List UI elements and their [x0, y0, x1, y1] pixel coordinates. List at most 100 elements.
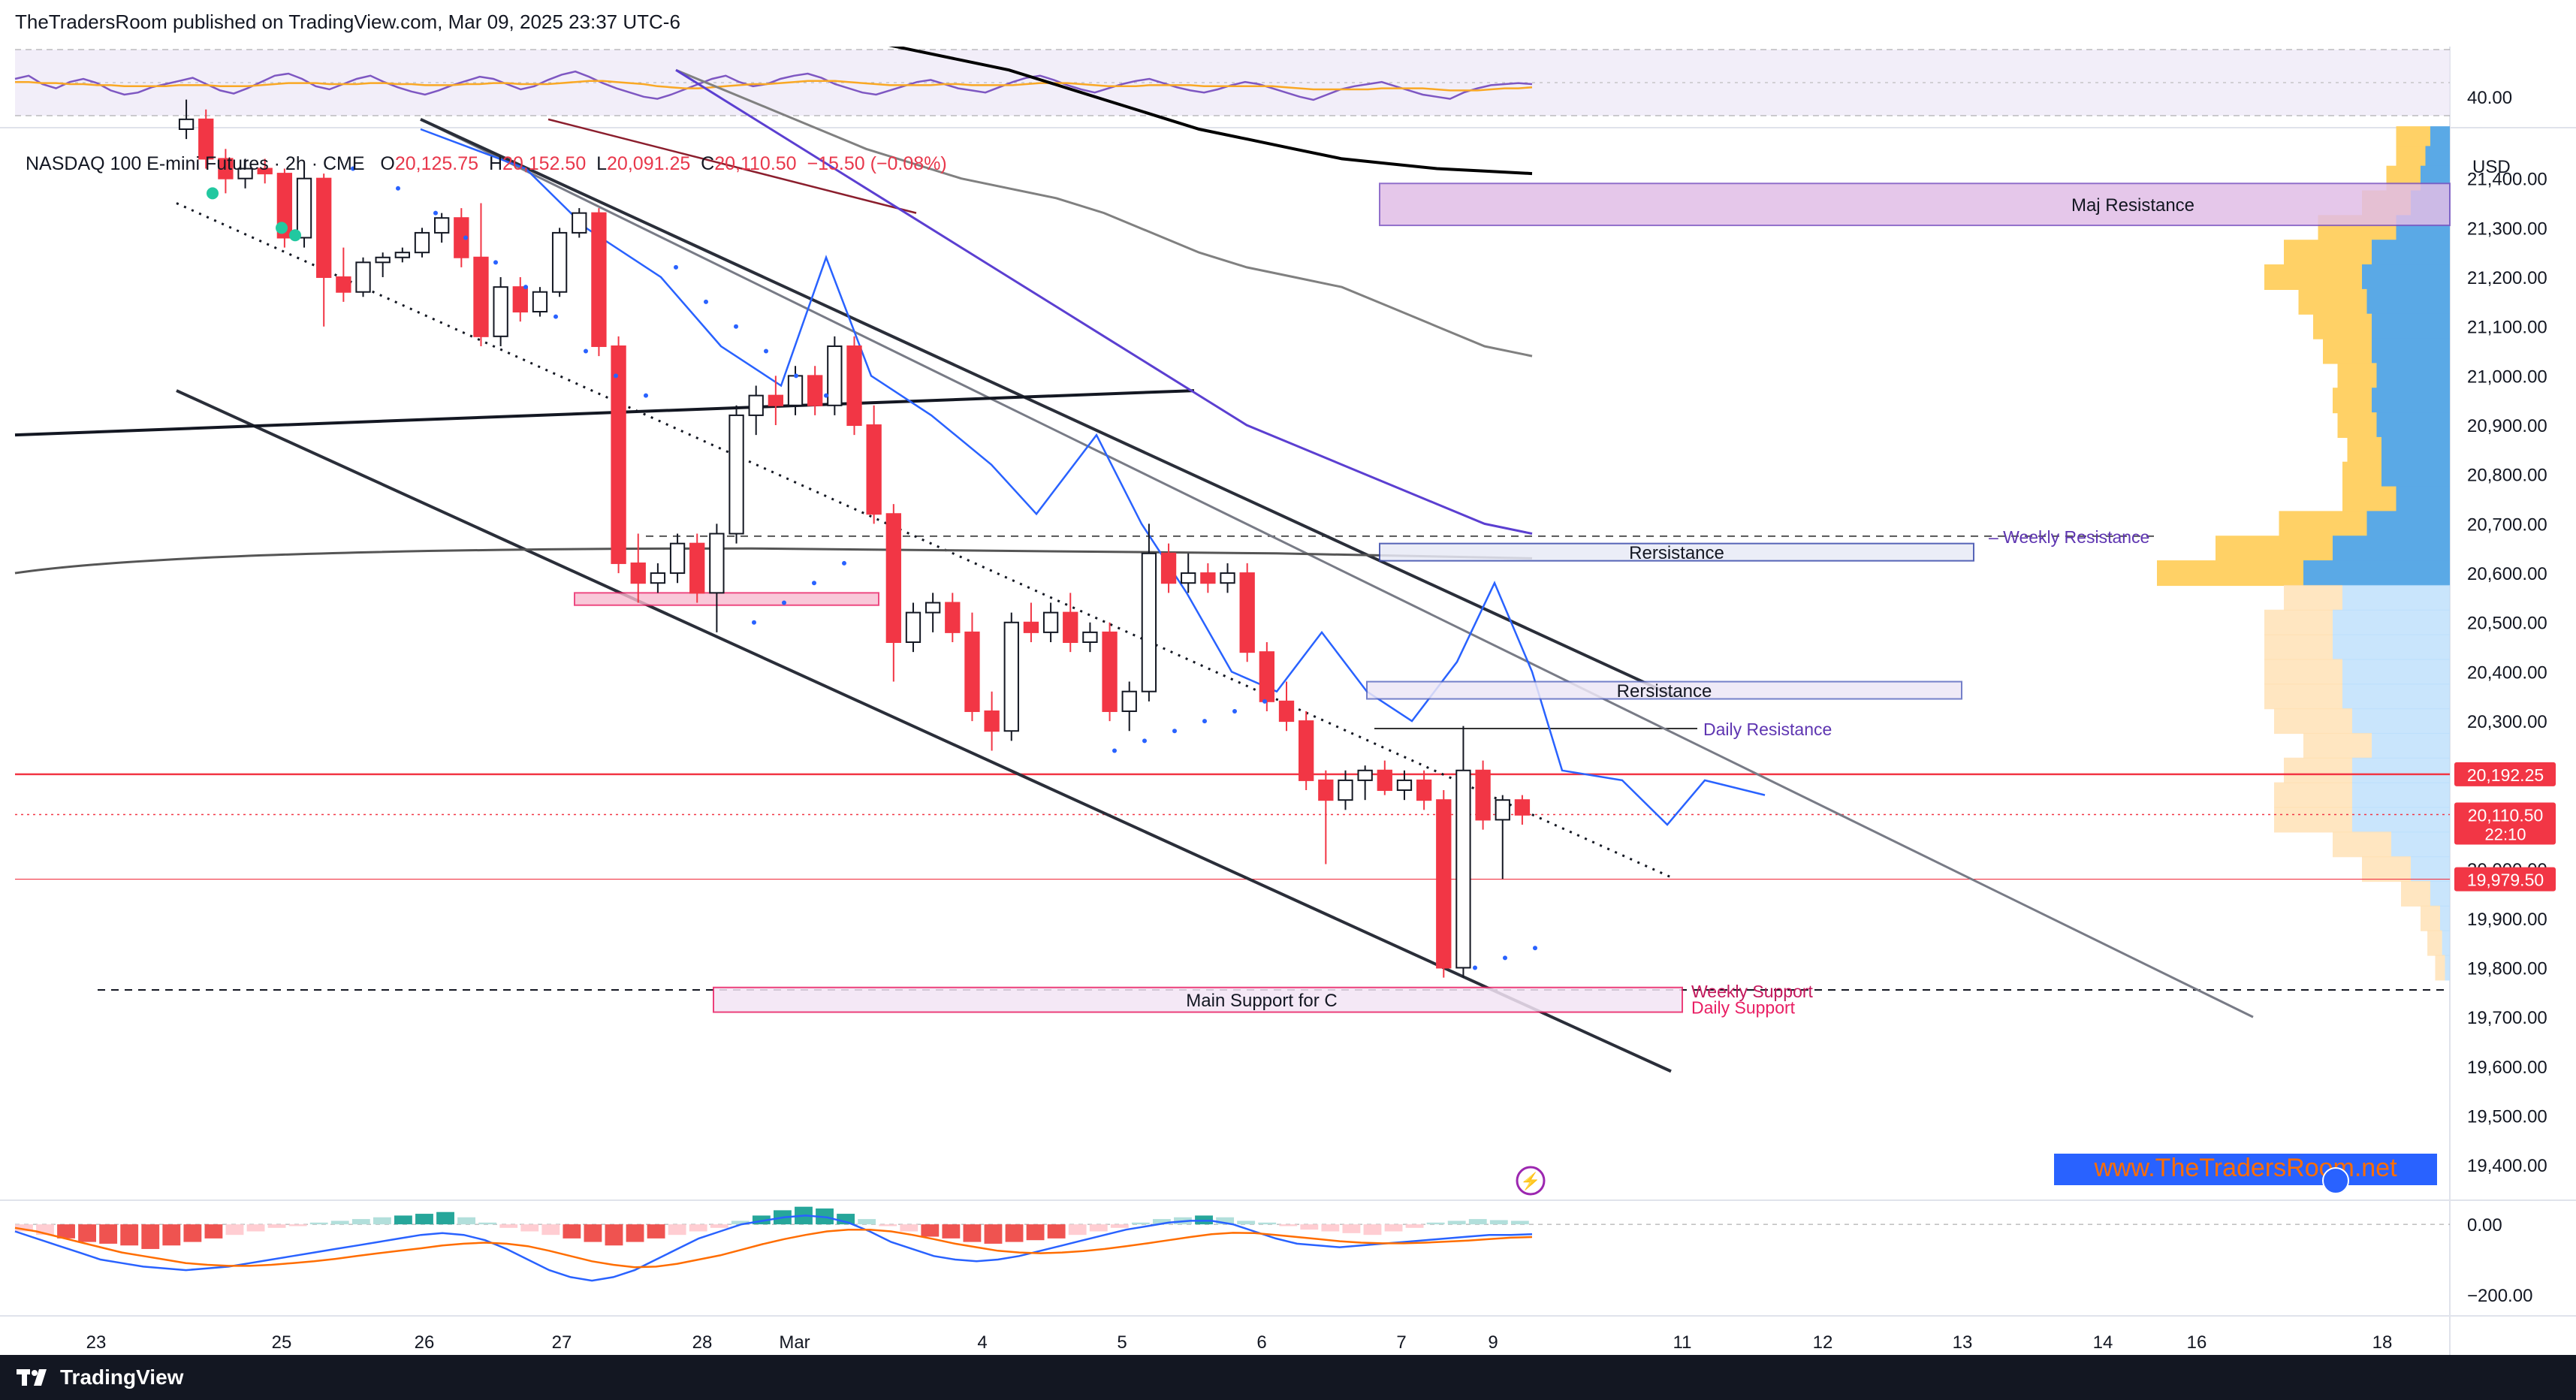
sar-dot [794, 373, 798, 379]
sar-dot [1503, 955, 1507, 961]
candle-body [316, 177, 332, 279]
sar-dot [1262, 698, 1267, 704]
volume-profile-bar [2333, 831, 2391, 858]
macd-histogram-bar [1005, 1224, 1024, 1242]
macd-histogram-bar [120, 1224, 139, 1246]
volume-profile-bar [2264, 264, 2362, 291]
moving-average-line [888, 47, 1533, 176]
volume-profile-bar [2333, 609, 2450, 635]
candle-body [807, 375, 823, 406]
candle-body [1259, 651, 1275, 702]
volume-profile-bar [2352, 708, 2450, 735]
price-tick-label: 21,400.00 [2467, 170, 2547, 190]
sar-dot [1533, 946, 1537, 951]
candle-body [1416, 779, 1432, 801]
macd-histogram-bar [541, 1224, 560, 1236]
price-badge-label: 19,979.50 [2467, 870, 2544, 890]
volume-profile-bar [2264, 634, 2333, 660]
rsi-signal-line [15, 80, 1533, 92]
volume-profile-bar [2362, 856, 2411, 883]
candle-body [630, 562, 646, 584]
volume-profile-bar [2372, 388, 2450, 414]
candle-body [551, 231, 568, 293]
time-axis-label: 7 [1396, 1332, 1406, 1353]
channel-upper-line [420, 118, 2254, 1018]
brand-name: TradingView [60, 1365, 184, 1389]
volume-profile-bar [2216, 536, 2333, 562]
macd-histogram-bar [351, 1219, 370, 1225]
time-axis-label: 14 [2093, 1332, 2113, 1353]
macd-histogram-bar [225, 1224, 244, 1236]
sar-dot [812, 581, 816, 586]
volume-profile-bar [2366, 288, 2450, 315]
volume-profile-bar [2430, 880, 2450, 907]
time-axis-label: Mar [779, 1332, 810, 1353]
macd-histogram-bar [731, 1220, 750, 1225]
macd-histogram-bar [921, 1224, 940, 1237]
candle-body [728, 414, 744, 535]
volume-profile-bar [2440, 905, 2450, 931]
legend-open-label: O [380, 153, 395, 174]
candle-body [1396, 779, 1413, 792]
volume-profile-bar [2274, 708, 2352, 735]
tradingview-logo-icon [17, 1369, 47, 1386]
time-axis-label: 25 [272, 1332, 292, 1353]
macd-histogram-bar [1384, 1224, 1403, 1232]
legend-high: 20,152.50 [502, 153, 587, 174]
volume-profile-bar [2396, 486, 2450, 512]
volume-profile-bar [2352, 782, 2450, 808]
candle-body [984, 710, 1000, 732]
volume-profile-bar [2333, 388, 2372, 414]
macd-histogram-bar [394, 1215, 412, 1225]
macd-histogram-bar [963, 1224, 982, 1242]
macd-histogram-bar [1131, 1222, 1150, 1225]
candle-body [433, 217, 450, 234]
price-badge [2454, 802, 2556, 845]
volume-profile-bar [2342, 584, 2450, 611]
volume-profile-bar [2342, 461, 2381, 487]
macd-histogram-bar [1110, 1224, 1129, 1228]
candle-body [1063, 611, 1078, 644]
candle-body [925, 602, 941, 614]
tradingview-brand[interactable]: TradingView [17, 1365, 183, 1389]
macd-histogram-bar [246, 1224, 265, 1232]
volume-profile-bar [2264, 609, 2333, 635]
sar-dot [782, 600, 786, 605]
macd-histogram-bar [942, 1224, 961, 1239]
time-axis-label: 11 [1673, 1332, 1692, 1353]
macd-histogram-bar [1426, 1222, 1445, 1225]
volume-profile-bar [2264, 659, 2342, 685]
volume-profile-bar [2401, 880, 2430, 907]
volume-profile-bar [2342, 683, 2450, 710]
time-axis-label: 12 [1813, 1332, 1833, 1353]
price-tick-label: 20,400.00 [2467, 662, 2547, 683]
main-support-zone [713, 986, 1683, 1013]
volume-profile-bar [2157, 560, 2303, 587]
candle-body [493, 286, 508, 337]
volume-profile-bar [2381, 436, 2450, 463]
candle-body [768, 394, 784, 406]
sar-dot [1172, 729, 1177, 734]
maj-resistance-zone [1379, 183, 2451, 227]
candle-body [1455, 769, 1471, 969]
price-tick-label: 19,500.00 [2467, 1106, 2547, 1127]
macd-histogram-bar [78, 1224, 97, 1242]
macd-line [14, 1214, 1533, 1282]
macd-histogram-bar [415, 1214, 433, 1225]
candle-body [336, 276, 351, 293]
candle-body [1436, 799, 1452, 969]
chart-canvas[interactable]: 40.00USD21,400.0021,300.0021,200.0021,10… [0, 47, 2576, 1355]
volume-profile-bar [2347, 436, 2381, 463]
sar-dot [351, 166, 355, 171]
volume-profile-bar [2376, 363, 2450, 389]
volume-profile-bar [2303, 560, 2450, 587]
candle-body [591, 212, 607, 347]
lightning-glyph: ⚡ [1520, 1172, 1540, 1191]
candle-body [1318, 779, 1334, 801]
macd-histogram-bar [1258, 1222, 1277, 1225]
candle-body [512, 286, 528, 312]
footer-bar: TradingView [0, 1355, 2576, 1400]
macd-histogram-bar [162, 1224, 181, 1246]
macd-histogram-bar [141, 1224, 160, 1249]
candle-body [1278, 700, 1295, 723]
